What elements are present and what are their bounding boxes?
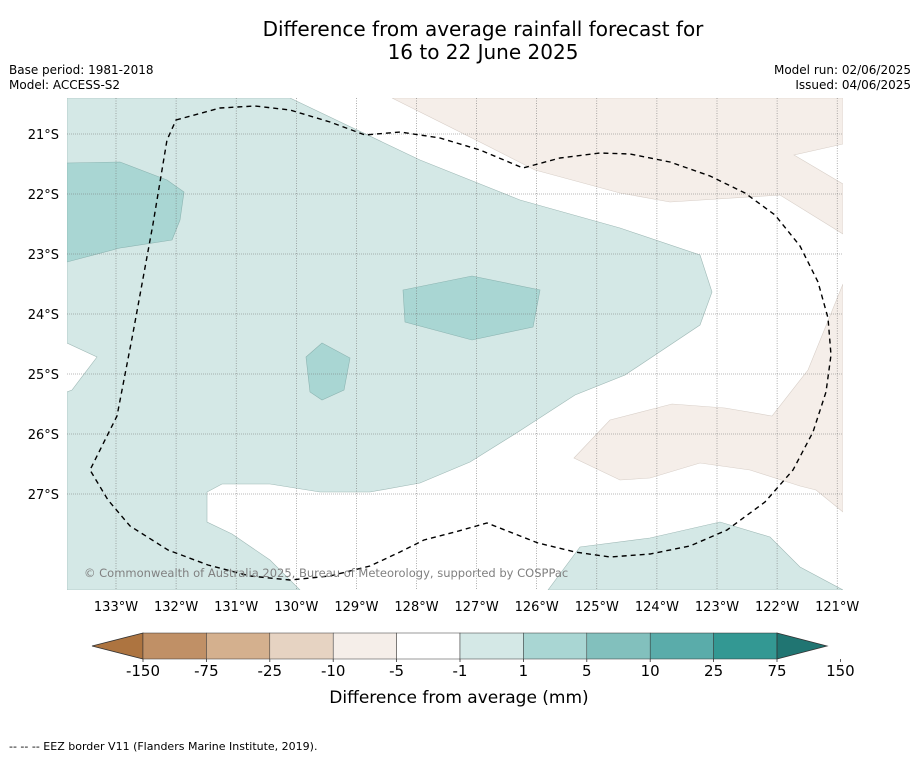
graticule [67, 98, 843, 590]
colorbar-segment [459, 632, 524, 660]
lon-label: 126°W [515, 600, 559, 615]
title-line-1: Difference from average rainfall forecas… [262, 17, 704, 41]
lon-label: 129°W [334, 600, 378, 615]
lat-label: 24°S [28, 308, 59, 323]
lat-label: 22°S [28, 188, 59, 203]
colorbar-tick-label: -5 [389, 662, 404, 680]
lat-label: 21°S [28, 128, 59, 143]
lon-label: 122°W [755, 600, 799, 615]
lon-label: 132°W [154, 600, 198, 615]
colorbar-label: Difference from average (mm) [329, 688, 588, 708]
lon-label: 121°W [815, 600, 859, 615]
colorbar-tick-label: 150 [826, 662, 855, 680]
region-5-to-10mm-small [305, 342, 351, 401]
issued-text: Issued: 04/06/2025 [795, 78, 911, 92]
model-text: Model: ACCESS-S2 [9, 78, 121, 92]
region-neg1-to-neg5mm-east [573, 283, 843, 513]
colorbar-tick-label: -25 [258, 662, 283, 680]
lon-label: 128°W [394, 600, 438, 615]
colorbar-tick-label: 1 [519, 662, 529, 680]
colorbar-segment [396, 632, 461, 660]
colorbar-segment [523, 632, 588, 660]
region-1-to-5mm-south [547, 521, 843, 590]
colorbar-tick-label: 25 [704, 662, 723, 680]
colorbar-tick-label: -1 [453, 662, 468, 680]
colorbar-extend-low [91, 632, 144, 660]
latitude-labels: 21°S 22°S 23°S 24°S 25°S 26°S 27°S [28, 128, 59, 503]
lat-label: 27°S [28, 488, 59, 503]
lat-label: 23°S [28, 248, 59, 263]
lat-label: 26°S [28, 428, 59, 443]
copyright-text: © Commonwealth of Australia 2025, Bureau… [84, 566, 568, 580]
lon-label: 133°W [94, 600, 138, 615]
lon-label: 124°W [635, 600, 679, 615]
region-5-to-10mm-west [67, 161, 185, 263]
base-period-text: Base period: 1981-2018 [9, 63, 154, 77]
colorbar-segment [332, 632, 397, 660]
colorbar-segment [713, 632, 778, 660]
base-period-info: Base period: 1981-2018 Model: ACCESS-S2 [9, 63, 154, 93]
colorbar-tick-label: 75 [767, 662, 786, 680]
colorbar-segment [206, 632, 271, 660]
region-5-to-10mm-centre [402, 275, 541, 341]
colorbar-tick-label: 5 [582, 662, 592, 680]
colorbar-extend-high [776, 632, 829, 660]
colorbar-tick-label: -75 [194, 662, 219, 680]
lon-label: 125°W [575, 600, 619, 615]
lat-label: 25°S [28, 368, 59, 383]
lon-label: 123°W [695, 600, 739, 615]
colorbar-tick-label: -10 [321, 662, 346, 680]
region-neg1-to-neg5mm-north [391, 98, 843, 235]
colorbar-segment [649, 632, 714, 660]
eez-border [89, 105, 832, 581]
rainfall-regions [67, 98, 843, 590]
colorbar-tick-label: -150 [126, 662, 160, 680]
map-title: Difference from average rainfall forecas… [0, 18, 919, 64]
colorbar-tick-label: 10 [641, 662, 660, 680]
colorbar-segment [586, 632, 651, 660]
colorbar: -150 -75 -25 -10 -5 -1 1 5 10 25 75 150 [91, 632, 855, 680]
longitude-labels: 133°W 132°W 131°W 130°W 129°W 128°W 127°W 126°W… [94, 600, 860, 615]
region-1-to-5mm-main [67, 98, 713, 590]
colorbar-segment [142, 632, 207, 660]
title-line-2: 16 to 22 June 2025 [387, 40, 579, 64]
model-run-text: Model run: 02/06/2025 [773, 63, 911, 77]
lon-label: 131°W [214, 600, 258, 615]
eez-footer-note: -- -- -- EEZ border V11 (Flanders Marine… [9, 740, 318, 753]
lon-label: 127°W [455, 600, 499, 615]
lon-label: 130°W [274, 600, 318, 615]
colorbar-segment [269, 632, 334, 660]
model-run-info: Model run: 02/06/2025 Issued: 04/06/2025 [774, 63, 911, 93]
